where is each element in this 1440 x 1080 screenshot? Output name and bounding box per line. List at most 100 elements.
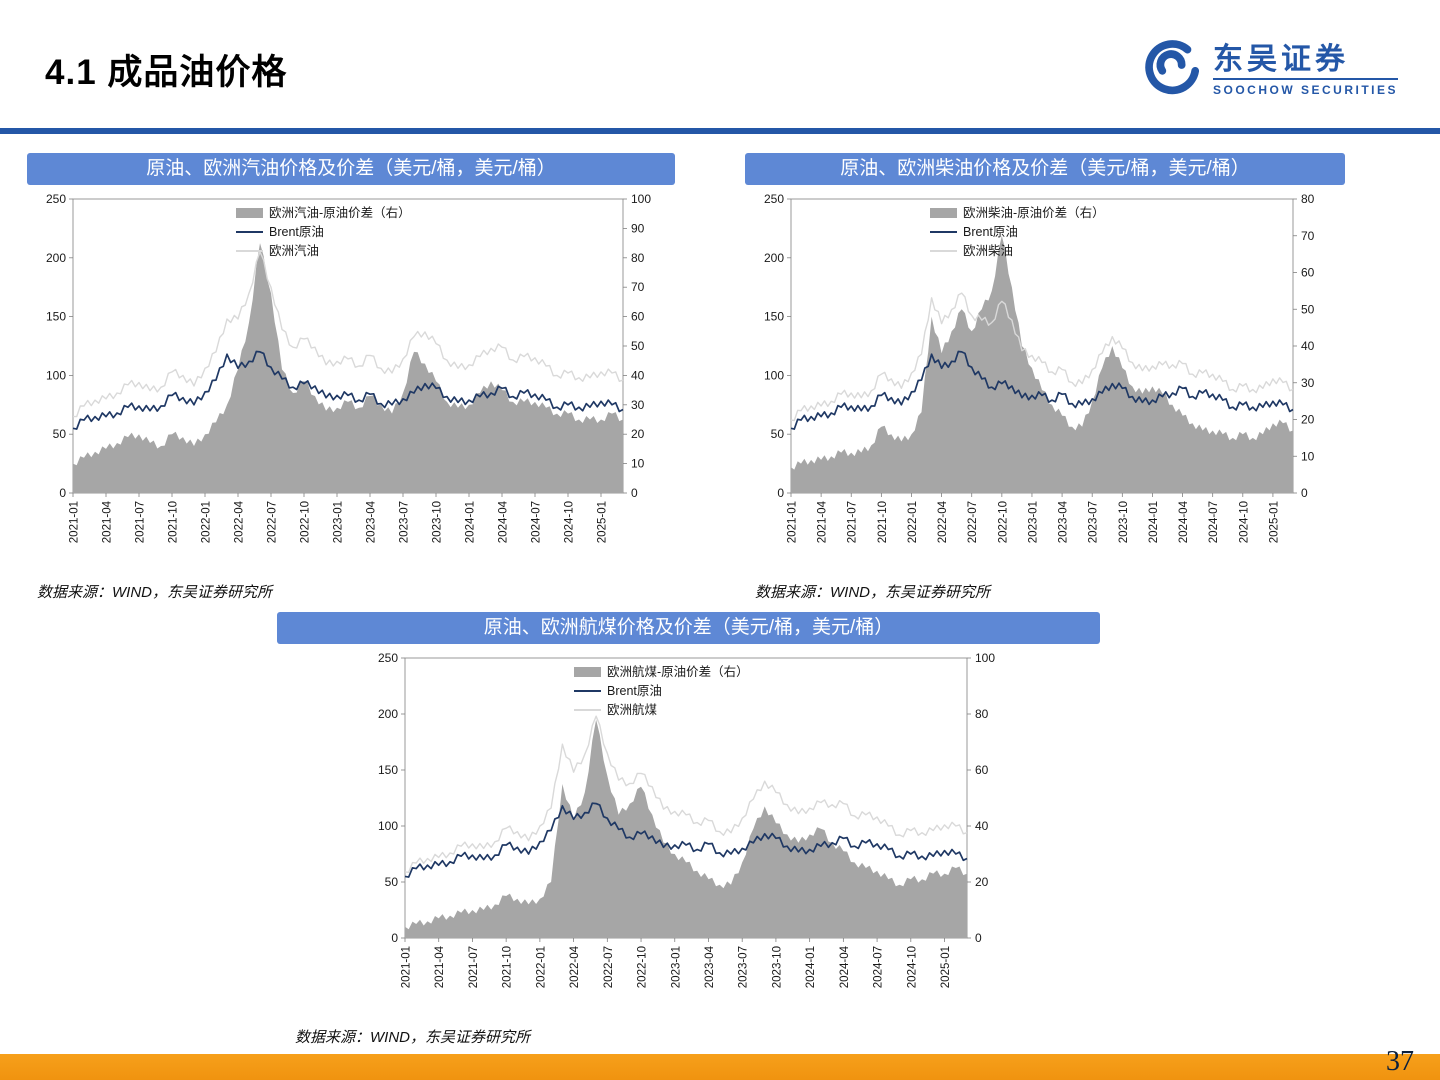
svg-text:100: 100 bbox=[46, 368, 66, 382]
svg-text:0: 0 bbox=[391, 931, 398, 945]
svg-text:70: 70 bbox=[631, 280, 645, 294]
svg-text:200: 200 bbox=[377, 707, 397, 721]
svg-text:2023-04: 2023-04 bbox=[703, 945, 715, 988]
source-note-diesel: 数据来源：WIND，东吴证券研究所 bbox=[755, 584, 990, 601]
footer-bar bbox=[0, 1054, 1440, 1080]
svg-text:2022-07: 2022-07 bbox=[267, 501, 279, 543]
svg-text:70: 70 bbox=[1301, 229, 1315, 243]
svg-text:欧洲航煤-原油价差（右）: 欧洲航煤-原油价差（右） bbox=[607, 664, 749, 679]
svg-text:Brent原油: Brent原油 bbox=[607, 684, 662, 698]
svg-text:2021-10: 2021-10 bbox=[168, 501, 180, 543]
svg-text:60: 60 bbox=[1301, 266, 1315, 280]
svg-text:2021-01: 2021-01 bbox=[69, 501, 81, 543]
svg-text:150: 150 bbox=[46, 310, 66, 324]
svg-text:30: 30 bbox=[1301, 376, 1315, 390]
svg-text:2024-01: 2024-01 bbox=[1148, 501, 1160, 543]
page-number: 37 bbox=[1386, 1046, 1414, 1077]
svg-text:2022-01: 2022-01 bbox=[907, 501, 919, 543]
svg-text:40: 40 bbox=[631, 368, 645, 382]
svg-text:2025-01: 2025-01 bbox=[1268, 501, 1280, 543]
svg-text:2021-07: 2021-07 bbox=[847, 501, 859, 543]
svg-text:2024-07: 2024-07 bbox=[1208, 501, 1220, 543]
svg-text:50: 50 bbox=[384, 875, 398, 889]
svg-text:80: 80 bbox=[631, 251, 645, 265]
jet-chart-title: 原油、欧洲航煤价格及价差（美元/桶，美元/桶） bbox=[277, 612, 1100, 644]
svg-text:20: 20 bbox=[631, 427, 645, 441]
svg-text:2021-01: 2021-01 bbox=[787, 501, 799, 543]
svg-text:2023-01: 2023-01 bbox=[1027, 501, 1039, 543]
source-note-gasoline: 数据来源：WIND，东吴证券研究所 bbox=[37, 584, 272, 601]
svg-text:40: 40 bbox=[975, 819, 989, 833]
panel-diesel: 原油、欧洲柴油价格及价差（美元/桶，美元/桶） 0 50 100 150 200 250 0… bbox=[745, 153, 1345, 602]
svg-text:0: 0 bbox=[777, 486, 784, 500]
svg-text:2024-04: 2024-04 bbox=[1178, 500, 1190, 543]
svg-text:60: 60 bbox=[631, 310, 645, 324]
svg-text:2022-10: 2022-10 bbox=[636, 946, 648, 988]
svg-text:2022-01: 2022-01 bbox=[201, 501, 213, 543]
svg-text:2022-04: 2022-04 bbox=[937, 500, 949, 543]
svg-text:20: 20 bbox=[1301, 413, 1315, 427]
svg-text:100: 100 bbox=[631, 192, 651, 206]
svg-text:90: 90 bbox=[631, 221, 645, 235]
svg-text:80: 80 bbox=[1301, 192, 1315, 206]
svg-text:2025-01: 2025-01 bbox=[940, 946, 952, 988]
svg-text:2025-01: 2025-01 bbox=[597, 501, 609, 543]
svg-text:欧洲柴油-原油价差（右）: 欧洲柴油-原油价差（右） bbox=[963, 205, 1105, 220]
svg-text:2023-10: 2023-10 bbox=[771, 946, 783, 988]
svg-text:欧洲汽油-原油价差（右）: 欧洲汽油-原油价差（右） bbox=[269, 205, 411, 220]
svg-text:80: 80 bbox=[975, 707, 989, 721]
svg-text:20: 20 bbox=[975, 875, 989, 889]
svg-text:200: 200 bbox=[764, 251, 784, 265]
header-divider bbox=[0, 128, 1440, 134]
svg-text:200: 200 bbox=[46, 251, 66, 265]
svg-text:50: 50 bbox=[631, 339, 645, 353]
svg-text:250: 250 bbox=[764, 192, 784, 206]
svg-text:2023-01: 2023-01 bbox=[333, 501, 345, 543]
svg-text:150: 150 bbox=[764, 310, 784, 324]
panel-gasoline: 原油、欧洲汽油价格及价差（美元/桶，美元/桶） 0 50 100 150 200 250 0… bbox=[27, 153, 675, 602]
svg-text:60: 60 bbox=[975, 763, 989, 777]
soochow-logo-icon bbox=[1143, 38, 1201, 101]
svg-text:2023-10: 2023-10 bbox=[1118, 501, 1130, 543]
svg-text:欧洲柴油: 欧洲柴油 bbox=[963, 244, 1013, 258]
svg-text:2024-10: 2024-10 bbox=[1238, 501, 1250, 543]
soochow-logo: 东吴证券 SOOCHOW SECURITIES bbox=[1143, 38, 1398, 101]
svg-text:10: 10 bbox=[631, 457, 645, 471]
source-note-jet: 数据来源：WIND，东吴证券研究所 bbox=[295, 1029, 530, 1046]
svg-text:欧洲航煤: 欧洲航煤 bbox=[607, 702, 658, 717]
svg-text:2021-07: 2021-07 bbox=[135, 501, 147, 543]
svg-text:2022-10: 2022-10 bbox=[997, 501, 1009, 543]
svg-text:2023-10: 2023-10 bbox=[432, 501, 444, 543]
svg-text:2024-01: 2024-01 bbox=[805, 946, 817, 988]
svg-text:250: 250 bbox=[46, 192, 66, 206]
svg-text:2022-04: 2022-04 bbox=[569, 945, 581, 988]
svg-text:2023-04: 2023-04 bbox=[366, 500, 378, 543]
svg-text:2021-10: 2021-10 bbox=[501, 946, 513, 988]
svg-text:30: 30 bbox=[631, 398, 645, 412]
svg-text:2021-07: 2021-07 bbox=[467, 946, 479, 988]
svg-text:2024-07: 2024-07 bbox=[531, 501, 543, 543]
svg-text:2022-07: 2022-07 bbox=[602, 946, 614, 988]
svg-text:2024-04: 2024-04 bbox=[498, 500, 510, 543]
svg-text:Brent原油: Brent原油 bbox=[963, 225, 1018, 239]
svg-text:2022-10: 2022-10 bbox=[300, 501, 312, 543]
svg-text:2023-04: 2023-04 bbox=[1058, 500, 1070, 543]
svg-text:50: 50 bbox=[1301, 302, 1315, 316]
svg-text:100: 100 bbox=[764, 368, 784, 382]
svg-text:250: 250 bbox=[377, 651, 397, 665]
svg-text:10: 10 bbox=[1301, 449, 1315, 463]
svg-text:2024-04: 2024-04 bbox=[838, 945, 850, 988]
svg-text:40: 40 bbox=[1301, 339, 1315, 353]
svg-text:2021-10: 2021-10 bbox=[877, 501, 889, 543]
svg-text:0: 0 bbox=[975, 931, 982, 945]
diesel-chart: 0 50 100 150 200 250 0 10 20 30 40 50 60 70 80 2021-01 2… bbox=[764, 192, 1315, 543]
svg-text:150: 150 bbox=[377, 763, 397, 777]
svg-text:2024-10: 2024-10 bbox=[906, 946, 918, 988]
svg-text:0: 0 bbox=[1301, 486, 1308, 500]
jet-chart: 0 50 100 150 200 250 0 20 40 60 80 100 2021-01 2021-0… bbox=[377, 651, 994, 988]
logo-cn-text: 东吴证券 bbox=[1212, 42, 1349, 76]
svg-text:2021-04: 2021-04 bbox=[434, 945, 446, 988]
svg-text:2021-01: 2021-01 bbox=[400, 946, 412, 988]
svg-text:100: 100 bbox=[377, 819, 397, 833]
